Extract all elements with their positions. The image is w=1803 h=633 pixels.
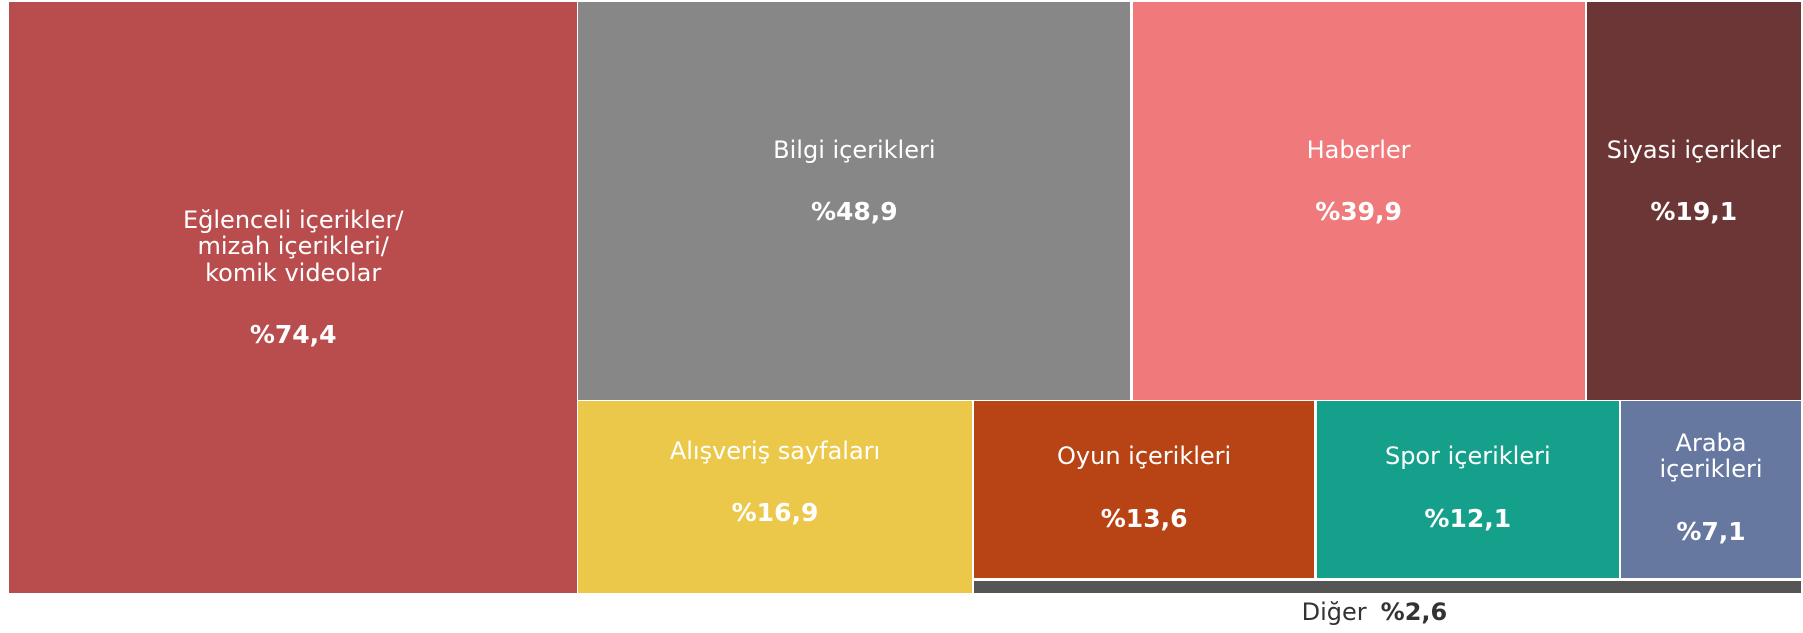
value-label: %19,1 bbox=[1650, 196, 1738, 226]
tile: Eğlenceli içerikler/ mizah içerikleri/ k… bbox=[9, 2, 578, 594]
tile-label: Alışveriş sayfaları bbox=[669, 436, 881, 465]
tile-label: Eğlenceli içerikler/ mizah içerikleri/ k… bbox=[182, 205, 404, 287]
tile-label: Haberler bbox=[1306, 135, 1411, 164]
outside-label: Diğer %2,6 bbox=[1302, 598, 1448, 626]
tile-label: Spor içerikleri bbox=[1384, 442, 1551, 471]
value-label: %7,1 bbox=[1676, 516, 1746, 546]
tile-label: Bilgi içerikleri bbox=[773, 135, 936, 164]
value-label: %39,9 bbox=[1315, 196, 1402, 226]
tile-label: Araba içerikleri bbox=[1659, 428, 1763, 484]
tile bbox=[973, 580, 1801, 594]
value-label: %16,9 bbox=[731, 498, 819, 527]
tile-label: Siyasi içerikler bbox=[1606, 135, 1781, 164]
value-label: %13,6 bbox=[1100, 503, 1188, 533]
value-label: %2,6 bbox=[1380, 597, 1448, 626]
tile-label: Diğer bbox=[1301, 597, 1367, 626]
tile: Alışveriş sayfaları %16,9 bbox=[578, 401, 972, 594]
tile: Oyun içerikleri %13,6 bbox=[973, 401, 1315, 579]
tile: Spor içerikleri %12,1 bbox=[1316, 401, 1619, 579]
value-label: %12,1 bbox=[1424, 503, 1512, 533]
tile: Araba içerikleri %7,1 bbox=[1621, 401, 1801, 579]
tile: Bilgi içerikleri %48,9 bbox=[578, 2, 1131, 401]
tile-label: Oyun içerikleri bbox=[1057, 442, 1232, 471]
tile: Siyasi içerikler %19,1 bbox=[1586, 2, 1801, 401]
value-label: %74,4 bbox=[249, 319, 337, 349]
value-label: %48,9 bbox=[810, 196, 898, 226]
tile: Haberler %39,9 bbox=[1132, 2, 1585, 401]
